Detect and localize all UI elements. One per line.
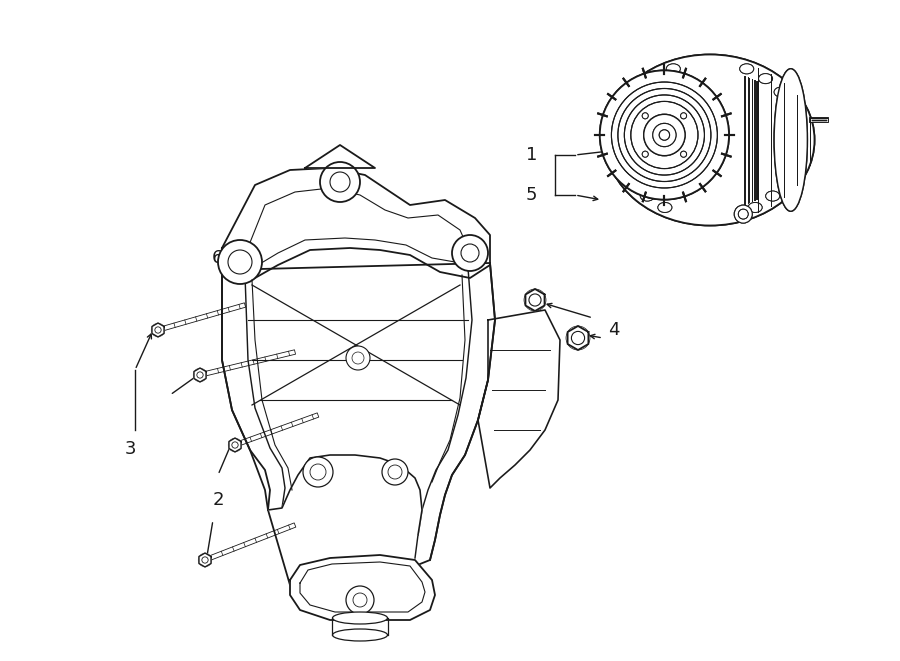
Circle shape bbox=[680, 151, 687, 157]
Circle shape bbox=[382, 459, 408, 485]
Text: 1: 1 bbox=[526, 146, 537, 164]
Circle shape bbox=[644, 114, 685, 156]
Polygon shape bbox=[194, 368, 206, 382]
Polygon shape bbox=[568, 326, 589, 350]
Circle shape bbox=[659, 130, 670, 140]
Polygon shape bbox=[290, 555, 435, 620]
Polygon shape bbox=[158, 303, 246, 332]
Circle shape bbox=[199, 553, 212, 566]
Ellipse shape bbox=[792, 122, 806, 132]
Polygon shape bbox=[526, 289, 544, 311]
Ellipse shape bbox=[774, 69, 807, 212]
Ellipse shape bbox=[658, 202, 672, 212]
Ellipse shape bbox=[740, 64, 753, 74]
Ellipse shape bbox=[606, 54, 814, 225]
Circle shape bbox=[659, 130, 670, 140]
Ellipse shape bbox=[779, 176, 794, 186]
Text: 5: 5 bbox=[526, 186, 537, 204]
Ellipse shape bbox=[332, 629, 388, 641]
Ellipse shape bbox=[788, 159, 803, 169]
Circle shape bbox=[680, 113, 687, 119]
Circle shape bbox=[346, 586, 374, 614]
Circle shape bbox=[599, 71, 729, 200]
Circle shape bbox=[643, 151, 648, 157]
Circle shape bbox=[599, 71, 729, 200]
Ellipse shape bbox=[632, 87, 646, 97]
Ellipse shape bbox=[774, 87, 788, 97]
Circle shape bbox=[734, 205, 752, 223]
Circle shape bbox=[643, 151, 648, 157]
Circle shape bbox=[452, 235, 488, 271]
Ellipse shape bbox=[614, 122, 628, 132]
Polygon shape bbox=[268, 455, 422, 535]
Ellipse shape bbox=[740, 64, 753, 74]
Circle shape bbox=[652, 124, 676, 147]
Ellipse shape bbox=[793, 140, 807, 151]
Ellipse shape bbox=[626, 176, 641, 186]
Polygon shape bbox=[204, 523, 296, 562]
Ellipse shape bbox=[774, 87, 788, 97]
Ellipse shape bbox=[793, 140, 807, 151]
Ellipse shape bbox=[613, 140, 627, 151]
Ellipse shape bbox=[626, 176, 641, 186]
Polygon shape bbox=[222, 263, 495, 590]
Ellipse shape bbox=[766, 191, 779, 201]
Text: 6: 6 bbox=[212, 249, 223, 267]
Circle shape bbox=[680, 113, 687, 119]
Ellipse shape bbox=[614, 122, 628, 132]
Ellipse shape bbox=[647, 73, 662, 83]
Ellipse shape bbox=[774, 69, 807, 212]
Text: 2: 2 bbox=[212, 491, 224, 509]
Ellipse shape bbox=[759, 73, 772, 83]
Text: 3: 3 bbox=[124, 440, 136, 458]
Polygon shape bbox=[235, 413, 319, 447]
Ellipse shape bbox=[748, 202, 762, 212]
Circle shape bbox=[643, 113, 648, 119]
Circle shape bbox=[229, 438, 241, 451]
Ellipse shape bbox=[658, 202, 672, 212]
Circle shape bbox=[303, 457, 333, 487]
Circle shape bbox=[218, 240, 262, 284]
Polygon shape bbox=[305, 145, 375, 168]
Ellipse shape bbox=[766, 191, 779, 201]
Polygon shape bbox=[152, 323, 164, 337]
Ellipse shape bbox=[748, 202, 762, 212]
Ellipse shape bbox=[792, 122, 806, 132]
Ellipse shape bbox=[617, 159, 631, 169]
Ellipse shape bbox=[621, 103, 634, 113]
Circle shape bbox=[194, 368, 206, 381]
Ellipse shape bbox=[332, 612, 388, 624]
Ellipse shape bbox=[640, 191, 654, 201]
Ellipse shape bbox=[617, 159, 631, 169]
Ellipse shape bbox=[606, 54, 814, 225]
Ellipse shape bbox=[759, 73, 772, 83]
Ellipse shape bbox=[788, 159, 803, 169]
Circle shape bbox=[320, 162, 360, 202]
Text: 4: 4 bbox=[608, 321, 619, 339]
Circle shape bbox=[643, 113, 648, 119]
Ellipse shape bbox=[640, 191, 654, 201]
Ellipse shape bbox=[647, 73, 662, 83]
Polygon shape bbox=[478, 310, 560, 488]
Ellipse shape bbox=[666, 64, 680, 74]
Ellipse shape bbox=[779, 176, 794, 186]
Ellipse shape bbox=[613, 140, 627, 151]
Circle shape bbox=[680, 151, 687, 157]
Polygon shape bbox=[199, 553, 212, 567]
Circle shape bbox=[652, 124, 676, 147]
Polygon shape bbox=[200, 350, 295, 377]
Ellipse shape bbox=[666, 64, 680, 74]
Ellipse shape bbox=[786, 103, 799, 113]
Circle shape bbox=[734, 205, 752, 223]
Ellipse shape bbox=[632, 87, 646, 97]
Circle shape bbox=[151, 323, 165, 336]
Ellipse shape bbox=[786, 103, 799, 113]
Polygon shape bbox=[222, 168, 490, 280]
Circle shape bbox=[644, 114, 685, 156]
Ellipse shape bbox=[621, 103, 634, 113]
Circle shape bbox=[346, 346, 370, 370]
Polygon shape bbox=[229, 438, 241, 452]
